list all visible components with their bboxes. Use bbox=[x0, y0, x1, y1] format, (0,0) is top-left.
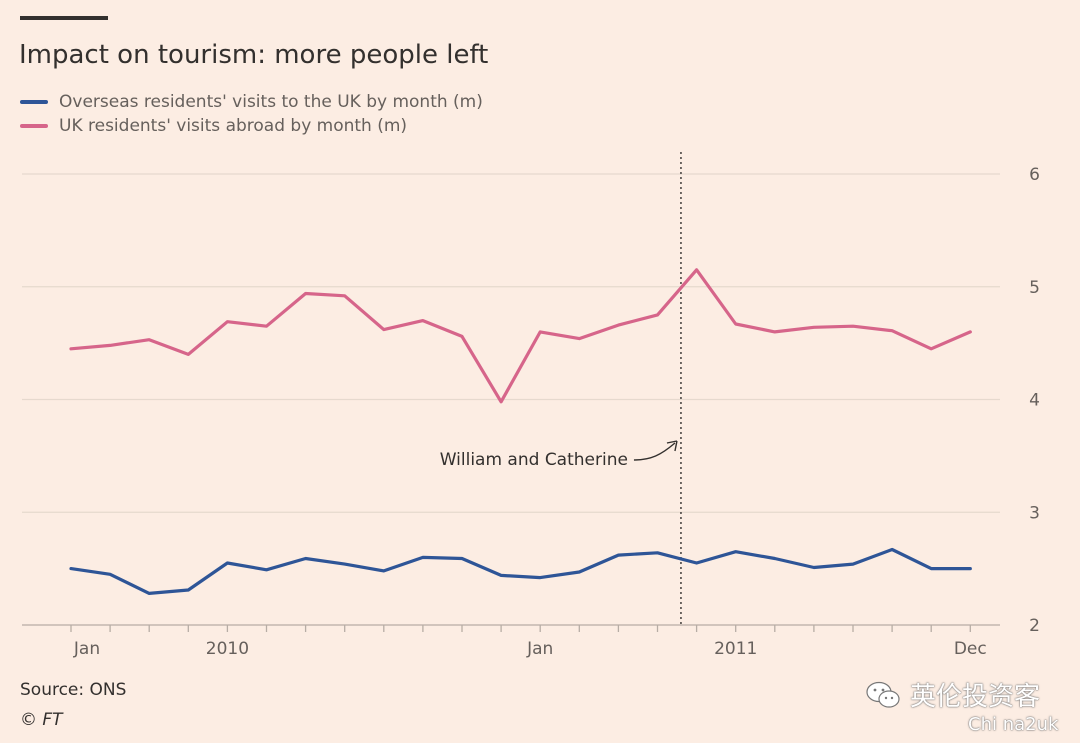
x-tick-label: 2011 bbox=[714, 639, 757, 659]
annotation-arrowhead bbox=[666, 440, 678, 452]
y-tick-label: 4 bbox=[1029, 391, 1040, 411]
legend-item-uk: UK residents' visits abroad by month (m) bbox=[20, 114, 483, 138]
y-tick-label: 3 bbox=[1029, 503, 1040, 523]
title-rule bbox=[20, 16, 108, 20]
watermark-text: 英伦投资客 bbox=[910, 682, 1041, 712]
x-tick-label: Dec bbox=[954, 639, 987, 659]
credit: © FT bbox=[20, 710, 63, 730]
legend-label-uk: UK residents' visits abroad by month (m) bbox=[59, 116, 408, 136]
wechat-icon bbox=[866, 681, 900, 708]
copyright-symbol: © bbox=[20, 710, 37, 730]
x-tick-label: Jan bbox=[73, 639, 100, 659]
legend-swatch-uk bbox=[20, 124, 48, 128]
watermark-sub: Chi na2uk bbox=[968, 714, 1059, 735]
annotation-label: William and Catherine bbox=[440, 450, 628, 470]
y-tick-label: 6 bbox=[1029, 165, 1040, 185]
x-tick-label: 2010 bbox=[206, 639, 249, 659]
credit-brand: FT bbox=[42, 710, 63, 730]
y-tick-label: 5 bbox=[1029, 278, 1040, 298]
legend: Overseas residents' visits to the UK by … bbox=[20, 90, 483, 138]
y-tick-label: 2 bbox=[1029, 616, 1040, 636]
legend-swatch-overseas bbox=[20, 100, 48, 104]
x-tick-label: Jan bbox=[526, 639, 553, 659]
annotation-arrow bbox=[633, 442, 676, 461]
series-line-uk bbox=[69, 268, 972, 404]
chart-title: Impact on tourism: more people left bbox=[19, 40, 489, 70]
watermark: 英伦投资客 bbox=[866, 676, 1040, 713]
source-note: Source: ONS bbox=[20, 680, 127, 700]
line-chart: 2 3 4 5 6 Jan 2010 Jan 2011 Dec William and Cather… bbox=[22, 152, 1040, 659]
legend-label-overseas: Overseas residents' visits to the UK by … bbox=[59, 92, 483, 112]
legend-item-overseas: Overseas residents' visits to the UK by … bbox=[20, 90, 483, 114]
series-line-overseas bbox=[69, 547, 972, 595]
